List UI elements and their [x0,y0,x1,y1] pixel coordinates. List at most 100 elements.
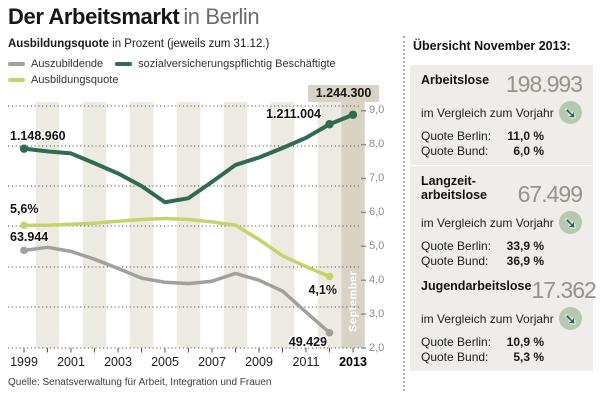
quote-row: Quote Berlin: 33,9 % [421,239,582,254]
box-compare-row: im Vergleich zum Vorjahr ➘ [421,101,582,124]
box-compare-row: im Vergleich zum Vorjahr ➘ [421,211,582,234]
page-title: Der Arbeitsmarkt in Berlin [8,4,260,30]
quote-value: 10,9 % [506,335,544,349]
legend-label: Ausbildungsquote [31,74,119,86]
data-point-marker [348,110,358,119]
sidebar-heading: Übersicht November 2013: [413,39,571,53]
box-value: 198.993 [505,71,583,97]
trend-down-right-icon: ➘ [559,101,582,124]
box-title: Arbeitslose [421,73,490,87]
compare-label: im Vergleich zum Vorjahr [421,215,554,230]
quote-rows: Quote Berlin: 10,9 % Quote Bund: 5,3 % [421,335,582,365]
year-band [270,102,295,348]
subtitle-bold: Ausbildungsquote [8,38,109,50]
data-point-marker [325,120,334,129]
trend-down-right-icon: ➘ [559,211,582,234]
quote-value: 11,0 % [507,129,544,143]
september-band-label: September [347,270,360,332]
box-header: Jugendarbeitslose 17.362 [421,279,597,302]
legend-dash-icon [8,78,25,82]
x-axis-label: 2003 [104,355,132,369]
legend-label: sozialversicherungspflichtig Beschäftigt… [138,58,336,70]
data-point-marker [19,144,29,153]
quote-row: Quote Berlin: 11,0 % [421,129,582,144]
quote-value: 6,0 % [513,144,544,158]
legend-item-auszubildende: Auszubildende [8,58,103,70]
label-beschaeftigte-2012: 1.211.004 [266,107,321,121]
quote-label: Quote Bund: [421,350,489,364]
box-title: Langzeit-arbeitslose [421,174,488,203]
september-band [341,102,365,348]
compare-label: im Vergleich zum Vorjahr [421,105,554,120]
year-band [129,102,154,348]
data-point-marker [325,272,334,281]
box-header: Arbeitslose 198.993 [421,71,583,97]
legend-item-ausbildungsquote: Ausbildungsquote [8,74,118,86]
box-value: 67.499 [517,181,583,207]
quote-label: Quote Berlin: [421,129,492,143]
quote-value: 5,3 % [513,350,544,364]
legend-dash-icon [115,62,133,66]
quote-label: Quote Berlin: [421,335,492,349]
trend-down-right-icon: ➘ [559,307,582,330]
legend-item-beschaeftigte: sozialversicherungspflichtig Beschäftigt… [115,58,336,70]
y-axis-label: 5,0 [369,239,385,252]
label-quote-2012: 4,1% [308,283,338,297]
quote-row: Quote Bund: 36,9 % [421,254,582,269]
legend-label: Auszubildende [31,58,104,70]
data-point-marker [325,328,334,337]
x-axis-label: 2001 [57,355,85,369]
quote-label: Quote Bund: [421,254,489,268]
compare-label: im Vergleich zum Vorjahr [421,311,554,326]
title-main: Der Arbeitsmarkt [8,4,180,29]
title-region: in Berlin [183,4,260,29]
box-title: Jugendarbeitslose [421,279,532,293]
data-point-marker [20,246,28,255]
quote-label: Quote Berlin: [421,239,492,253]
quote-rows: Quote Berlin: 11,0 % Quote Bund: 6,0 % [421,129,582,159]
box-compare-row: im Vergleich zum Vorjahr ➘ [421,307,582,330]
x-axis-label: 2011 [292,355,320,369]
quote-label: Quote Bund: [421,144,489,158]
label-beschaeftigte-2013-chip: 1.244.300 [308,85,379,102]
series-line-sozialversicherungspflichtig-besch-ftigte [22,112,355,205]
quote-value: 33,9 % [506,239,544,253]
label-quote-1999: 5,6% [10,202,39,216]
year-band [176,102,201,348]
line-chart [8,102,366,353]
quote-row: Quote Berlin: 10,9 % [421,335,582,350]
legend-dash-icon [8,62,25,66]
y-axis-label: 4,0 [369,273,385,286]
quote-row: Quote Bund: 5,3 % [421,350,582,365]
x-axis-label: 2009 [245,355,273,369]
vertical-dotted-divider [403,36,405,391]
series-line-ausbildungsquote [22,216,332,279]
subtitle-rest: in Prozent (jeweils zum 31.12.) [108,38,270,50]
box-header: Langzeit-arbeitslose 67.499 [421,174,583,207]
series-line-auszubildende [22,245,332,335]
y-axis-label: 3,0 [369,307,385,320]
y-axis-label: 8,0 [369,138,385,151]
quote-value: 36,9 % [506,254,544,268]
x-axis-label: 2007 [198,355,226,369]
summary-box: Langzeit-arbeitslose 67.499 im Vergleich… [410,166,593,275]
data-point-marker [20,221,28,230]
y-axis-label: 2,0 [369,341,385,354]
year-band [82,102,107,348]
x-axis-label: 1999 [10,355,38,369]
label-auszubildende-1999: 63.944 [10,230,49,244]
chart-legend: Auszubildende sozialversicherungspflichti… [8,58,386,86]
source-note: Quelle: Senatsverwaltung für Arbeit, Int… [8,377,272,388]
year-band [317,102,342,348]
x-axis-label: 2005 [151,355,179,369]
y-axis-label: 7,0 [369,172,385,184]
quote-row: Quote Bund: 6,0 % [421,144,582,159]
label-beschaeftigte-1999: 1.148.960 [10,129,66,143]
y-axis-label: 9,0 [369,104,385,117]
label-auszubildende-2012: 49.429 [288,335,327,349]
chart-subtitle: Ausbildungsquote in Prozent (jeweils zum… [8,38,269,50]
y-axis-label: 6,0 [369,205,385,218]
quote-rows: Quote Berlin: 33,9 % Quote Bund: 36,9 % [421,239,582,269]
summary-box: Arbeitslose 198.993 im Vergleich zum Vor… [410,65,593,165]
